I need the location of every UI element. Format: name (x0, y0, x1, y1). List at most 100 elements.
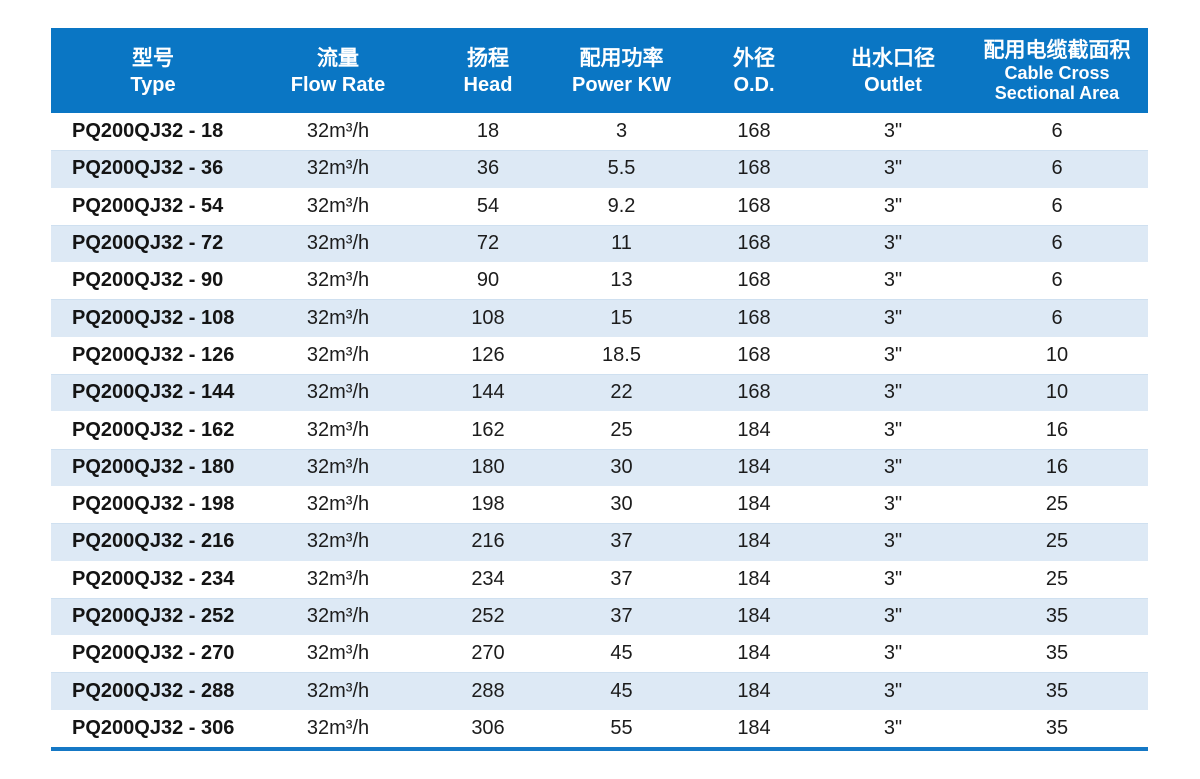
table-bottom-rule (51, 747, 1148, 752)
cell-power-kw: 13 (610, 269, 633, 292)
column-header-head-zh: 扬程 (467, 46, 509, 70)
cell-outlet: 3" (883, 343, 903, 366)
cell-power-kw: 45 (610, 679, 633, 702)
cell-type: PQ200QJ32 - 252 (72, 605, 235, 627)
cell-outlet: 3" (883, 530, 903, 553)
cell-outlet: 3" (883, 269, 903, 292)
cell-outlet: 3" (883, 493, 903, 516)
column-header-head: 扬程 Head (421, 28, 555, 113)
cell-outlet: 3" (883, 306, 903, 329)
cell-flow-rate: 32m³/h (306, 716, 370, 739)
column-header-outlet-en: Outlet (864, 73, 922, 96)
column-header-power-kw-en: Power KW (572, 73, 671, 96)
cell-type: PQ200QJ32 - 54 (72, 194, 224, 217)
cell-flow-rate: 32m³/h (306, 418, 370, 441)
cell-head: 18 (476, 120, 500, 143)
cell-head: 216 (471, 530, 505, 553)
column-header-cable-cross-sectional-area: 配用电缆截面积 Cable Cross Sectional Area (966, 28, 1148, 113)
cell-flow-rate: 32m³/h (306, 381, 370, 404)
cell-od: 168 (737, 120, 771, 143)
cell-outlet: 3" (883, 679, 903, 702)
cell-power-kw: 37 (610, 605, 633, 627)
cell-od: 184 (737, 418, 771, 441)
cell-head: 36 (476, 157, 500, 180)
column-header-flow-rate-zh: 流量 (317, 46, 359, 70)
cell-od: 168 (737, 157, 771, 180)
cell-od: 168 (737, 269, 771, 292)
table-row: PQ200QJ32 - 270 32m³/h 270 45 184 3" 35 (51, 635, 1148, 673)
cell-od: 168 (737, 232, 771, 255)
column-header-type: 型号 Type (51, 28, 255, 113)
cell-outlet: 3" (883, 418, 903, 441)
cell-od: 184 (737, 455, 771, 478)
cell-cable-cross-sectional-area: 6 (1051, 194, 1063, 217)
column-header-outlet: 出水口径 Outlet (820, 28, 966, 113)
cell-power-kw: 9.2 (607, 194, 636, 217)
cell-power-kw: 22 (610, 381, 633, 404)
table-header: 型号 Type 流量 Flow Rate 扬程 Head 配用功率 Power … (51, 28, 1148, 113)
cell-od: 184 (737, 605, 771, 627)
cell-outlet: 3" (883, 194, 903, 217)
pump-spec-table: 型号 Type 流量 Flow Rate 扬程 Head 配用功率 Power … (51, 28, 1148, 752)
cell-flow-rate: 32m³/h (306, 232, 370, 255)
table-row: PQ200QJ32 - 162 32m³/h 162 25 184 3" 16 (51, 411, 1148, 449)
column-header-outlet-zh: 出水口径 (851, 46, 935, 70)
cell-power-kw: 11 (611, 232, 632, 255)
column-header-od: 外径 O.D. (688, 28, 820, 113)
cell-cable-cross-sectional-area: 6 (1051, 269, 1063, 292)
cell-power-kw: 15 (610, 306, 633, 329)
cell-type: PQ200QJ32 - 126 (72, 343, 235, 366)
cell-od: 184 (737, 493, 771, 516)
cell-type: PQ200QJ32 - 216 (72, 530, 235, 553)
cell-type: PQ200QJ32 - 162 (72, 418, 235, 441)
cell-head: 198 (471, 493, 505, 516)
cell-head: 270 (471, 642, 505, 665)
cell-type: PQ200QJ32 - 18 (72, 120, 224, 143)
cell-cable-cross-sectional-area: 35 (1045, 716, 1069, 739)
table-row: PQ200QJ32 - 198 32m³/h 198 30 184 3" 25 (51, 485, 1148, 524)
cell-od: 168 (737, 343, 771, 366)
column-header-power-kw-zh: 配用功率 (579, 46, 664, 70)
cell-od: 168 (737, 194, 771, 217)
cell-outlet: 3" (883, 642, 903, 665)
cell-head: 144 (471, 381, 505, 404)
column-header-type-en: Type (130, 73, 176, 96)
cell-type: PQ200QJ32 - 234 (72, 567, 235, 590)
table-row: PQ200QJ32 - 18 32m³/h 18 3 168 3" 6 (51, 113, 1148, 151)
cell-type: PQ200QJ32 - 288 (72, 679, 235, 702)
column-header-cable-en-line1: Cable Cross (1004, 63, 1110, 83)
cell-head: 234 (471, 567, 505, 590)
cell-flow-rate: 32m³/h (306, 493, 370, 516)
table-row: PQ200QJ32 - 288 32m³/h 288 45 184 3" 35 (51, 672, 1148, 710)
cell-flow-rate: 32m³/h (306, 567, 370, 590)
cell-head: 162 (471, 418, 505, 441)
cell-cable-cross-sectional-area: 35 (1045, 642, 1069, 665)
cell-power-kw: 5.5 (607, 157, 636, 180)
cell-flow-rate: 32m³/h (306, 306, 370, 329)
cell-head: 54 (476, 194, 500, 217)
cell-type: PQ200QJ32 - 90 (72, 269, 224, 292)
cell-power-kw: 37 (610, 530, 633, 553)
cell-outlet: 3" (883, 455, 903, 478)
table-row: PQ200QJ32 - 90 32m³/h 90 13 168 3" 6 (51, 262, 1148, 300)
cell-power-kw: 25 (610, 418, 633, 441)
column-header-head-en: Head (463, 73, 513, 96)
cell-od: 168 (737, 306, 771, 329)
column-header-type-zh: 型号 (132, 46, 174, 70)
cell-head: 180 (471, 455, 505, 478)
cell-head: 252 (471, 605, 505, 627)
cell-flow-rate: 32m³/h (306, 120, 370, 143)
cell-cable-cross-sectional-area: 6 (1051, 157, 1063, 180)
cell-power-kw: 45 (610, 642, 633, 665)
table-row: PQ200QJ32 - 234 32m³/h 234 37 184 3" 25 (51, 560, 1148, 598)
cell-cable-cross-sectional-area: 6 (1051, 120, 1063, 143)
column-header-power-kw: 配用功率 Power KW (555, 28, 688, 113)
cell-head: 306 (471, 716, 505, 739)
cell-od: 184 (737, 642, 771, 665)
cell-flow-rate: 32m³/h (306, 642, 370, 665)
cell-cable-cross-sectional-area: 10 (1045, 343, 1069, 366)
cell-cable-cross-sectional-area: 25 (1045, 567, 1069, 590)
cell-power-kw: 30 (610, 493, 633, 516)
cell-od: 168 (737, 381, 771, 404)
cell-outlet: 3" (883, 120, 903, 143)
